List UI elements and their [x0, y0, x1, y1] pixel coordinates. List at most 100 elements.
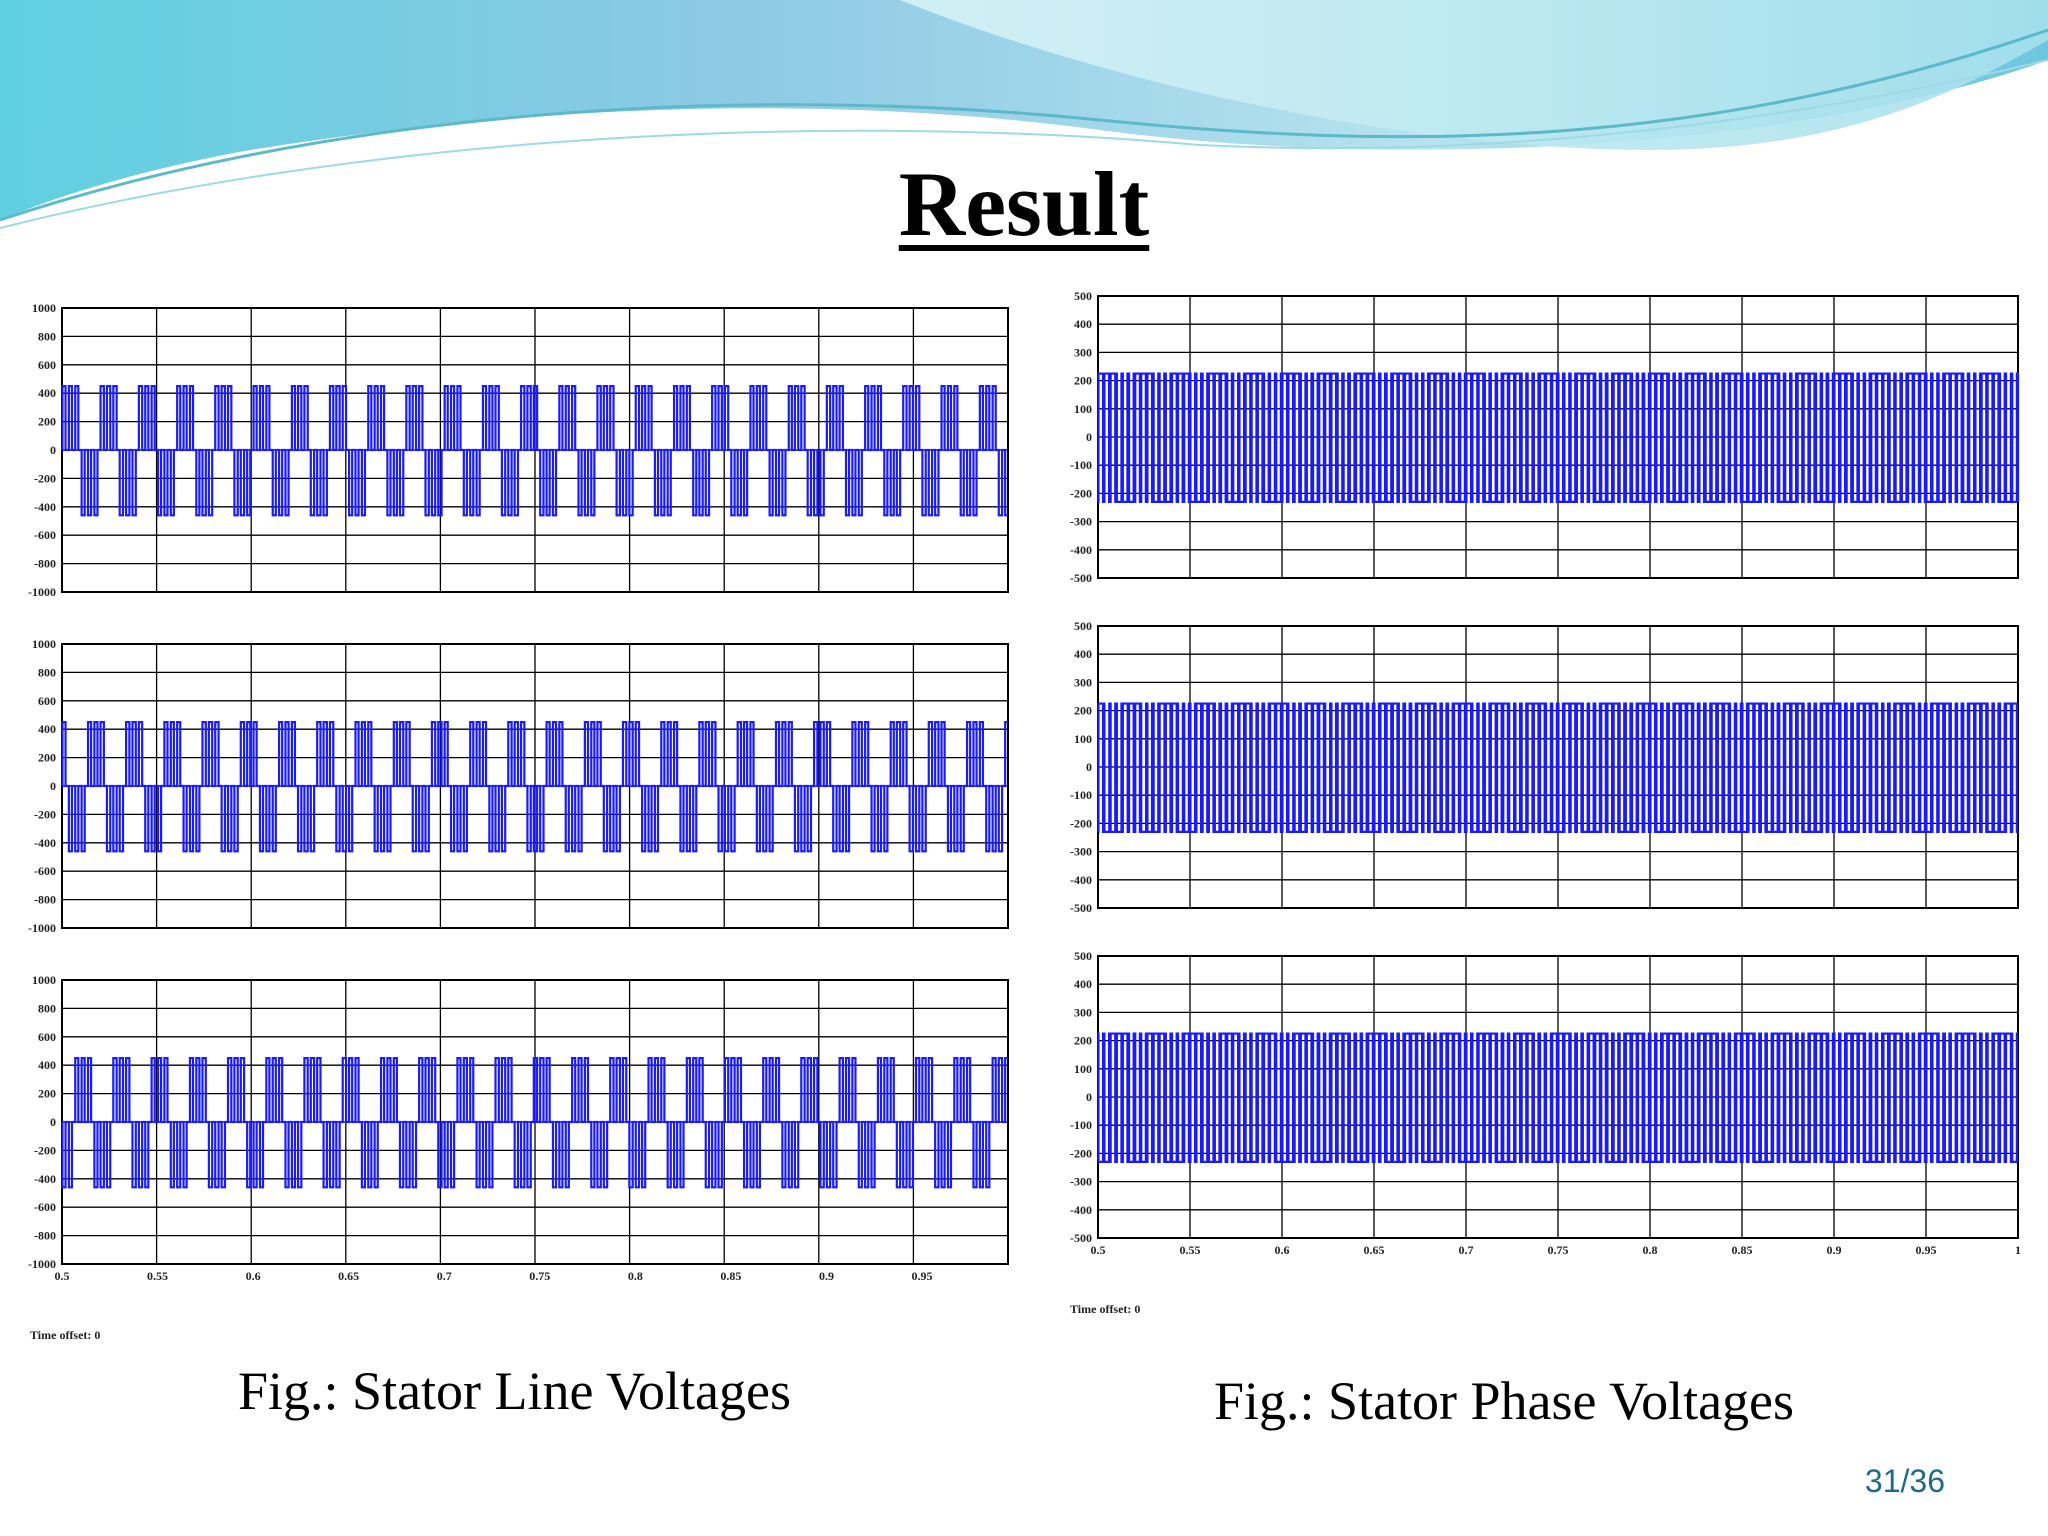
x-tick-label: 0.8: [1643, 1243, 1658, 1257]
slide-title: Result: [898, 153, 1150, 255]
y-tick-label: 400: [38, 386, 56, 400]
x-tick-label: 0.8: [628, 1269, 643, 1283]
y-tick-label: -300: [1070, 1175, 1092, 1189]
y-tick-label: -1000: [28, 1257, 56, 1271]
y-tick-label: -100: [1070, 1118, 1092, 1132]
y-tick-label: -100: [1070, 458, 1092, 472]
x-tick-label: 0.9: [819, 1269, 834, 1283]
y-tick-label: 1000: [32, 301, 56, 315]
y-tick-label: 600: [38, 1030, 56, 1044]
y-tick-label: -200: [34, 807, 56, 821]
x-tick-label: 0.85: [720, 1269, 741, 1283]
y-tick-label: 800: [38, 1001, 56, 1015]
series-line: [61, 385, 1008, 517]
y-tick-label: -400: [1070, 543, 1092, 557]
x-tick-label: 0.5: [55, 1269, 70, 1283]
y-tick-label: -500: [1070, 901, 1092, 915]
phase-voltage-chart-1: 500 400 300 200 100 0 -100 -200 -300 -400 -500: [1070, 289, 2020, 585]
y-tick-label: -1000: [28, 585, 56, 599]
y-tick-label: 1000: [32, 637, 56, 651]
y-tick-label: -400: [1070, 1203, 1092, 1217]
line-voltage-chart-2: 1000 800 600 400 200 0 -200 -400 -600 -800 -1000: [28, 637, 1009, 935]
y-tick-label: 600: [38, 694, 56, 708]
y-tick-label: 100: [1074, 402, 1092, 416]
page-number: 31/36: [1864, 1463, 1945, 1499]
y-tick-label: -400: [1070, 873, 1092, 887]
x-tick-label: 0.85: [1732, 1243, 1753, 1257]
y-tick-label: 400: [1074, 977, 1092, 991]
y-tick-label: -500: [1070, 1231, 1092, 1245]
y-tick-label: 0: [50, 1115, 56, 1129]
header-wave-decoration: [0, 0, 2048, 229]
x-tick-label: 0.9: [1827, 1243, 1842, 1257]
y-tick-label: 100: [1074, 1062, 1092, 1076]
y-tick-label: -600: [34, 1200, 56, 1214]
line-voltage-chart-1: 1000 800 600 400 200 0 -200 -400 -600 -800 -1000: [28, 301, 1009, 599]
y-tick-label: -300: [1070, 845, 1092, 859]
y-tick-label: -800: [34, 557, 56, 571]
x-tick-label: 0.65: [338, 1269, 359, 1283]
y-tick-label: -600: [34, 528, 56, 542]
series-line: [61, 1057, 1008, 1189]
y-tick-label: 200: [1074, 704, 1092, 718]
y-tick-label: -200: [1070, 816, 1092, 830]
x-tick-label: 0.55: [147, 1269, 168, 1283]
y-tick-label: 0: [1086, 760, 1092, 774]
y-tick-label: 200: [38, 1087, 56, 1101]
x-tick-label: 0.75: [1548, 1243, 1569, 1257]
y-tick-label: 500: [1074, 619, 1092, 633]
y-tick-label: 400: [1074, 647, 1092, 661]
y-tick-label: -300: [1070, 515, 1092, 529]
series-line: [1097, 702, 2018, 833]
y-tick-label: -400: [34, 500, 56, 514]
y-tick-label: 200: [38, 415, 56, 429]
y-tick-label: 0: [1086, 430, 1092, 444]
x-tick-label: 0.6: [246, 1269, 261, 1283]
x-tick-label: 0.5: [1091, 1243, 1106, 1257]
y-tick-label: 400: [38, 722, 56, 736]
y-tick-label: -400: [34, 836, 56, 850]
y-tick-label: 1000: [32, 973, 56, 987]
x-tick-label: 0.95: [1916, 1243, 1937, 1257]
y-tick-label: 300: [1074, 675, 1092, 689]
y-tick-label: 200: [1074, 374, 1092, 388]
line-voltage-chart-3: 10008006004002000-200-400-600-800-10000.…: [28, 973, 1009, 1283]
y-tick-label: -200: [1070, 486, 1092, 500]
series-line: [1097, 1032, 2018, 1163]
series-line: [61, 721, 1008, 853]
right-time-offset: Time offset: 0: [1070, 1302, 1141, 1316]
y-tick-label: -400: [34, 1172, 56, 1186]
left-time-offset: Time offset: 0: [30, 1328, 101, 1342]
y-tick-label: -800: [34, 1229, 56, 1243]
left-caption: Fig.: Stator Line Voltages: [238, 1361, 791, 1421]
y-tick-label: -600: [34, 864, 56, 878]
x-tick-label: 1: [2015, 1243, 2021, 1257]
x-tick-label: 0.95: [912, 1269, 933, 1283]
x-tick-label: 0.7: [1459, 1243, 1474, 1257]
y-tick-label: 0: [50, 443, 56, 457]
y-tick-label: 500: [1074, 949, 1092, 963]
y-tick-label: -200: [34, 471, 56, 485]
y-tick-label: -800: [34, 893, 56, 907]
y-tick-label: 200: [1074, 1034, 1092, 1048]
x-tick-label: 0.7: [437, 1269, 452, 1283]
y-tick-label: -100: [1070, 788, 1092, 802]
y-tick-label: -200: [1070, 1146, 1092, 1160]
y-tick-label: -500: [1070, 571, 1092, 585]
y-tick-label: 800: [38, 665, 56, 679]
y-tick-label: 400: [1074, 317, 1092, 331]
x-tick-label: 0.65: [1364, 1243, 1385, 1257]
y-tick-label: 100: [1074, 732, 1092, 746]
y-tick-label: 600: [38, 358, 56, 372]
series-line: [1097, 372, 2020, 503]
y-tick-label: 500: [1074, 289, 1092, 303]
y-tick-label: -200: [34, 1143, 56, 1157]
y-tick-label: 800: [38, 329, 56, 343]
y-tick-label: 300: [1074, 345, 1092, 359]
y-tick-label: 200: [38, 751, 56, 765]
y-tick-label: 400: [38, 1058, 56, 1072]
x-tick-label: 0.55: [1180, 1243, 1201, 1257]
x-tick-label: 0.6: [1275, 1243, 1290, 1257]
y-tick-label: 300: [1074, 1005, 1092, 1019]
